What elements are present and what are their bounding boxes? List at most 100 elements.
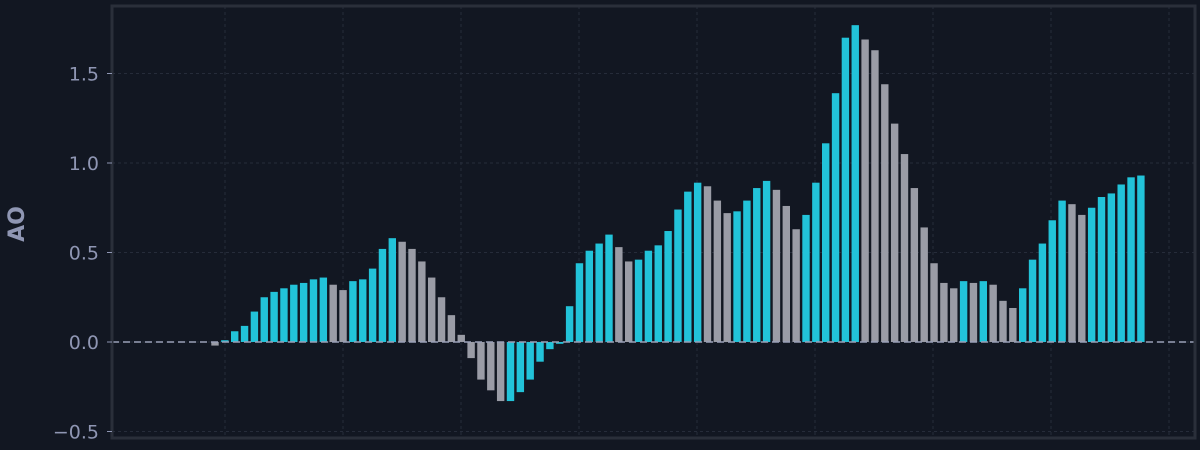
bar <box>713 200 722 342</box>
bar <box>290 284 298 342</box>
bar <box>861 39 869 343</box>
bar <box>1009 307 1017 342</box>
bar <box>605 234 613 342</box>
bar <box>467 342 475 359</box>
bar <box>280 288 288 342</box>
bar <box>851 25 859 342</box>
bar <box>1137 175 1145 342</box>
bar <box>920 227 928 342</box>
bar <box>368 268 377 342</box>
y-tick-label: 1.0 <box>69 153 99 175</box>
bar <box>329 284 337 342</box>
bar <box>398 241 406 342</box>
bar <box>1028 259 1037 342</box>
bar <box>240 325 249 342</box>
bar <box>496 342 505 402</box>
bar <box>625 261 633 342</box>
bar <box>565 306 574 342</box>
bar <box>260 297 268 342</box>
bar <box>319 277 328 342</box>
bar <box>812 182 820 342</box>
y-tick-label: 1.5 <box>69 64 99 86</box>
bar <box>733 211 741 342</box>
bar <box>359 279 367 342</box>
bar <box>250 311 259 342</box>
bar <box>871 50 879 342</box>
bar <box>516 342 525 393</box>
bar <box>723 213 731 342</box>
bar <box>487 342 495 391</box>
bar <box>959 281 968 342</box>
bar <box>211 342 219 346</box>
bar <box>526 342 534 380</box>
bar <box>881 84 889 343</box>
bar <box>979 281 987 342</box>
bar <box>506 342 515 402</box>
bar <box>762 180 771 342</box>
bar <box>1038 243 1047 342</box>
bar <box>546 342 554 350</box>
bar <box>831 93 840 342</box>
bar <box>418 261 426 342</box>
bar <box>969 282 978 342</box>
bar <box>378 248 387 342</box>
bar <box>447 315 456 342</box>
bar <box>684 191 692 342</box>
bar <box>792 229 800 342</box>
bar <box>1058 200 1066 342</box>
bar <box>1048 220 1056 342</box>
y-tick-label: −0.5 <box>53 422 99 444</box>
bar <box>1097 197 1106 342</box>
bar <box>753 188 761 342</box>
bar <box>1127 177 1135 342</box>
bar <box>782 205 790 342</box>
bar <box>1019 288 1027 342</box>
bar <box>457 334 465 342</box>
bar <box>221 340 229 342</box>
bar <box>231 331 239 342</box>
bar <box>802 214 810 342</box>
bar <box>309 279 318 342</box>
bar <box>634 259 643 342</box>
bar <box>339 290 347 342</box>
bar <box>743 200 751 342</box>
y-tick-label: 0.5 <box>69 243 99 265</box>
bar <box>664 231 672 342</box>
bar <box>950 288 958 342</box>
y-tick-label: 0.0 <box>69 332 99 354</box>
bar <box>477 342 485 380</box>
bar <box>930 263 938 342</box>
bar <box>615 247 623 342</box>
bar <box>1068 204 1076 342</box>
bar <box>940 282 948 342</box>
bar <box>900 154 909 342</box>
plot-frame <box>110 4 1197 440</box>
bar <box>388 238 396 342</box>
bar <box>644 250 653 342</box>
bar <box>575 263 584 342</box>
bar <box>585 250 593 342</box>
bar <box>1078 214 1086 342</box>
bar <box>910 188 919 342</box>
bar <box>999 300 1007 342</box>
bar <box>772 189 781 342</box>
y-axis-label: AO <box>5 206 30 242</box>
bar <box>890 123 899 343</box>
bar <box>822 143 830 342</box>
bar <box>428 277 436 342</box>
bar <box>1107 193 1116 342</box>
bar <box>654 245 662 342</box>
bar <box>408 248 416 342</box>
bar <box>556 342 564 344</box>
bar <box>299 282 308 342</box>
bar <box>437 297 446 342</box>
bar <box>989 284 997 342</box>
bar <box>703 186 712 342</box>
bar <box>1117 184 1125 342</box>
bar <box>349 281 357 342</box>
y-axis-ticks: −0.5 0.0 0.5 1.0 1.5 <box>53 64 112 444</box>
bar <box>1087 207 1096 342</box>
bars <box>211 25 1145 402</box>
